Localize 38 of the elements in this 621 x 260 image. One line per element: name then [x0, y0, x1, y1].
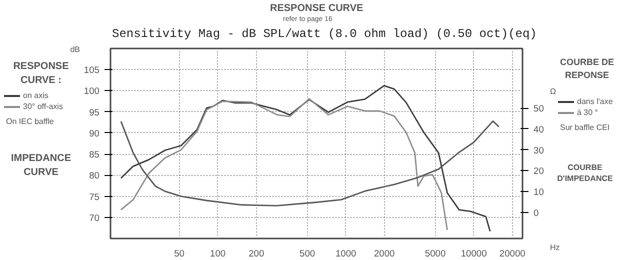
- y-tick-label: 70: [89, 212, 100, 223]
- y-tick-label: 90: [89, 128, 100, 138]
- x-tick-label: 500: [300, 248, 316, 258]
- y-tick-label: 85: [89, 150, 100, 160]
- x-tick-label: 2000: [374, 248, 395, 258]
- y-tick-label: 75: [89, 192, 100, 202]
- x-tick-label: 50: [174, 248, 185, 258]
- y2-axis-title: Ω: [550, 86, 556, 98]
- y-tick-label: 100: [84, 86, 100, 96]
- text: RESPONSE CURVE :: [12, 60, 70, 88]
- text: dans l'axe: [576, 96, 613, 108]
- x-tick-label: 5000: [424, 248, 446, 258]
- y2-tick-label: 10: [534, 187, 544, 198]
- x-tick-label: 10000: [460, 248, 487, 258]
- y-tick-label: 80: [89, 170, 100, 181]
- y2-tick-label: 0: [534, 208, 539, 218]
- x-axis-title: Hz: [550, 242, 560, 254]
- y2-tick-label: 40: [534, 124, 544, 134]
- y-tick-label: 95: [89, 107, 100, 118]
- legend-label: 30° off-axis: [22, 101, 63, 112]
- text: COURBE D'IMPEDANCE: [556, 162, 614, 185]
- text: Sensitivity Mag - dB SPL/watt (8.0 ohm load) (0.50 oct)(eq): [112, 26, 537, 43]
- text: On IEC baffle: [6, 116, 54, 128]
- text: à 30 °: [576, 107, 598, 118]
- y-axis-title: dB: [70, 44, 80, 56]
- x-tick-label: 100: [210, 248, 226, 258]
- y2-tick-label: 30: [534, 145, 544, 156]
- y-tick-label: 105: [84, 65, 100, 76]
- y2-tick-label: 50: [534, 104, 544, 114]
- text: Sur baffle CEI: [560, 122, 610, 134]
- y2-tick-label: 20: [534, 166, 544, 176]
- x-tick-label: 200: [248, 248, 264, 258]
- text: IMPEDANCE CURVE: [10, 152, 72, 180]
- x-tick-label: 1000: [335, 248, 356, 258]
- chart-title: RESPONSE CURVE: [270, 2, 364, 16]
- text: COURBE DE REPONSE: [558, 56, 615, 82]
- legend-label: on axis: [22, 90, 48, 102]
- x-tick-label: 20000: [499, 248, 526, 258]
